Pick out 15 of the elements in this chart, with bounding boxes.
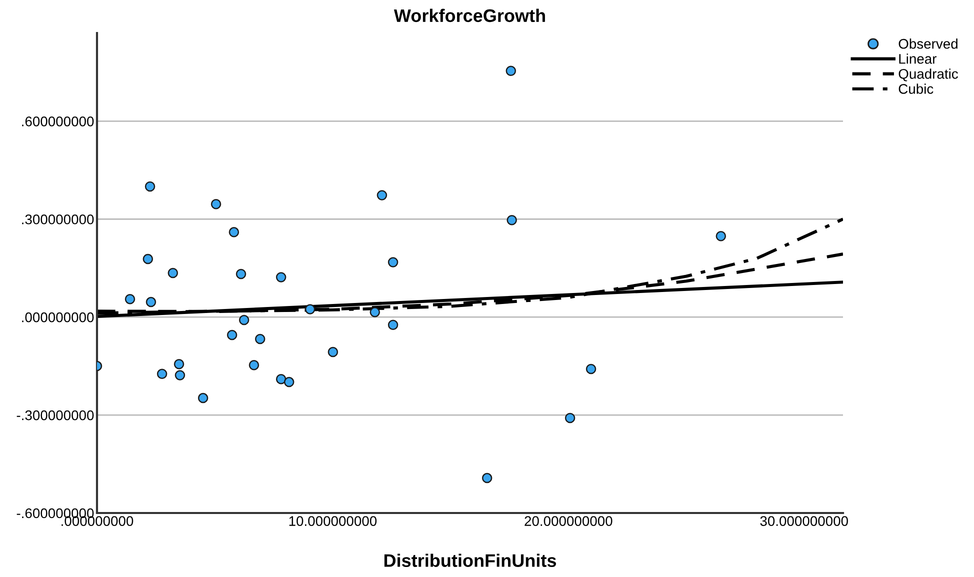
- x-tick-label: 10.000000000: [289, 516, 377, 526]
- legend-label: Cubic: [898, 84, 934, 94]
- x-tick-label: 20.000000000: [524, 516, 612, 526]
- y-tick-label: .300000000: [22, 214, 94, 224]
- legend-label: Linear: [899, 54, 936, 64]
- y-tick-label: -.300000000: [16, 410, 94, 420]
- y-tick-label: .000000000: [22, 312, 94, 322]
- x-axis-title: DistributionFinUnits: [384, 554, 556, 567]
- y-tick-label: -.600000000: [16, 508, 94, 518]
- legend-label: Observed: [898, 38, 958, 49]
- x-tick-label: 30.000000000: [760, 516, 848, 526]
- legend-label: Quadratic: [898, 68, 958, 82]
- chart-title: WorkforceGrowth: [394, 8, 545, 22]
- x-tick-label: .000000000: [62, 516, 134, 526]
- y-tick-label: .600000000: [22, 116, 94, 126]
